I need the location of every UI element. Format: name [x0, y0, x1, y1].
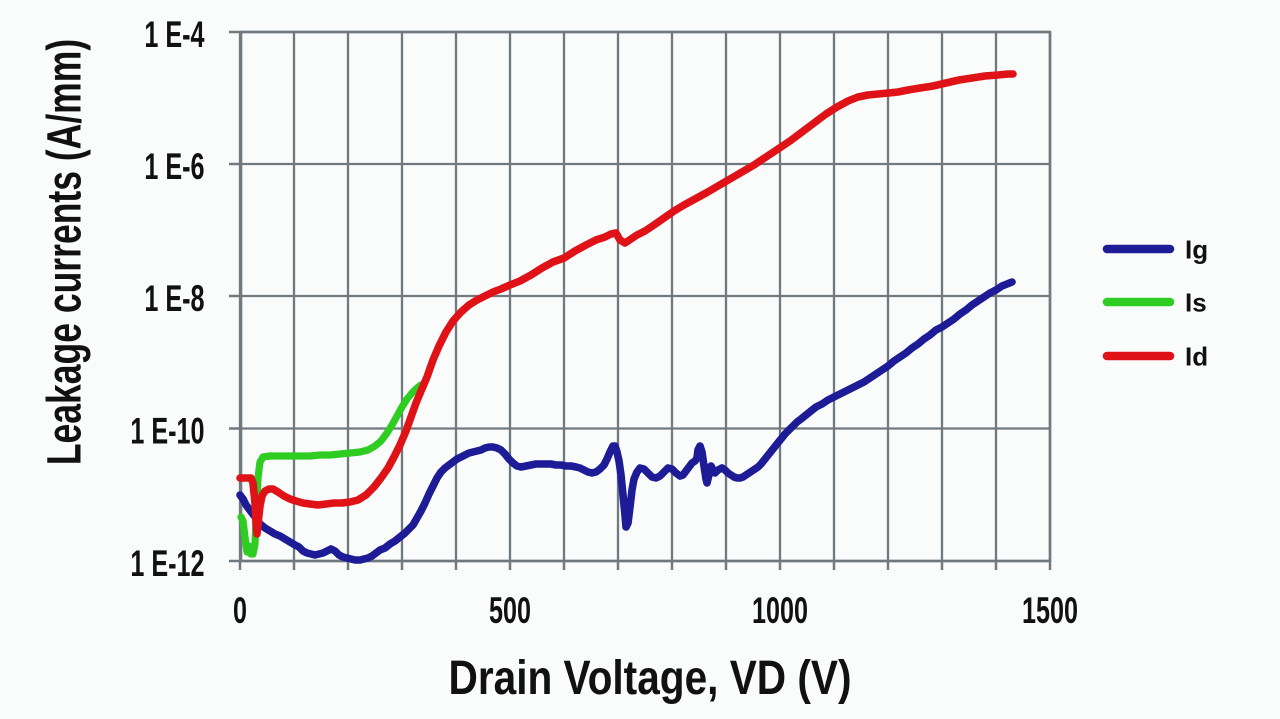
svg-text:Leakage currents (A/mm): Leakage currents (A/mm) — [37, 39, 90, 465]
svg-text:1 E-8: 1 E-8 — [144, 277, 204, 319]
svg-text:1 E-6: 1 E-6 — [144, 145, 204, 187]
svg-text:1 E-10: 1 E-10 — [130, 410, 204, 452]
svg-text:Is: Is — [1185, 288, 1207, 318]
svg-text:0: 0 — [233, 589, 247, 631]
svg-text:1000: 1000 — [752, 589, 808, 631]
svg-text:500: 500 — [489, 589, 531, 631]
svg-text:Id: Id — [1185, 342, 1208, 372]
svg-text:Drain Voltage, VD (V): Drain Voltage, VD (V) — [449, 652, 852, 705]
svg-text:1500: 1500 — [1022, 589, 1078, 631]
svg-text:1 E-12: 1 E-12 — [130, 542, 204, 584]
svg-text:Ig: Ig — [1185, 235, 1208, 265]
svg-text:1 E-4: 1 E-4 — [144, 13, 204, 55]
